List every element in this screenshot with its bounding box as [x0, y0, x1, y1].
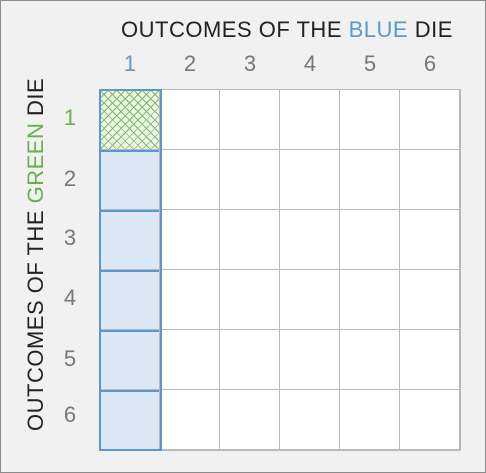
- grid-cell: [400, 330, 460, 390]
- row-label: 4: [63, 285, 77, 310]
- grid-cell: [160, 210, 220, 270]
- column-label: 5: [363, 51, 377, 76]
- grid-cell: [220, 90, 280, 150]
- grid-cell: [340, 150, 400, 210]
- row-label: 6: [63, 402, 77, 427]
- row-title-prefix: OUTCOMES OF THE: [23, 203, 48, 431]
- grid-cell: [280, 330, 340, 390]
- column-label: 6: [423, 51, 437, 76]
- grid-cell: [340, 330, 400, 390]
- column-label: 3: [243, 51, 257, 76]
- grid-cell: [160, 330, 220, 390]
- row-label: 3: [63, 225, 77, 250]
- grid-cell: [340, 270, 400, 330]
- column-title-suffix: DIE: [408, 17, 453, 42]
- outcome-cell-blue1-green1-highlighted: [100, 90, 160, 150]
- highlighted-column-cell: [100, 270, 160, 330]
- grid-cell: [220, 210, 280, 270]
- highlighted-column-cell: [100, 330, 160, 390]
- outcome-grid: [100, 90, 460, 450]
- row-label: 2: [63, 166, 77, 191]
- highlighted-column-cell: [100, 390, 160, 450]
- grid-cell: [280, 390, 340, 450]
- highlighted-column-cell: [100, 150, 160, 210]
- column-label: 2: [183, 51, 197, 76]
- row-title-suffix: DIE: [23, 77, 48, 123]
- highlighted-column-cell: [100, 210, 160, 270]
- row-title-highlight: GREEN: [23, 122, 48, 204]
- grid-cell: [400, 90, 460, 150]
- grid-cell: [220, 390, 280, 450]
- column-label: 1: [123, 51, 137, 76]
- column-axis-title: OUTCOMES OF THE BLUE DIE: [121, 17, 453, 43]
- grid-cell: [280, 270, 340, 330]
- grid-cell: [220, 330, 280, 390]
- grid-cell: [400, 270, 460, 330]
- grid-cell: [340, 390, 400, 450]
- row-label: 5: [63, 346, 77, 371]
- grid-cell: [400, 390, 460, 450]
- column-label: 4: [303, 51, 317, 76]
- grid-cell: [340, 210, 400, 270]
- grid-cell: [160, 270, 220, 330]
- row-label: 1: [63, 105, 77, 130]
- grid-cell: [400, 150, 460, 210]
- grid-cell: [280, 150, 340, 210]
- grid-cell: [280, 210, 340, 270]
- column-title-prefix: OUTCOMES OF THE: [121, 17, 349, 42]
- column-title-highlight: BLUE: [348, 17, 409, 42]
- grid-cell: [160, 90, 220, 150]
- grid-cell: [340, 90, 400, 150]
- grid-cell: [220, 270, 280, 330]
- grid-cell: [160, 390, 220, 450]
- grid-cell: [400, 210, 460, 270]
- grid-cell: [160, 150, 220, 210]
- grid-cell: [280, 90, 340, 150]
- grid-cell: [220, 150, 280, 210]
- row-axis-title: OUTCOMES OF THE GREEN DIE: [23, 78, 49, 431]
